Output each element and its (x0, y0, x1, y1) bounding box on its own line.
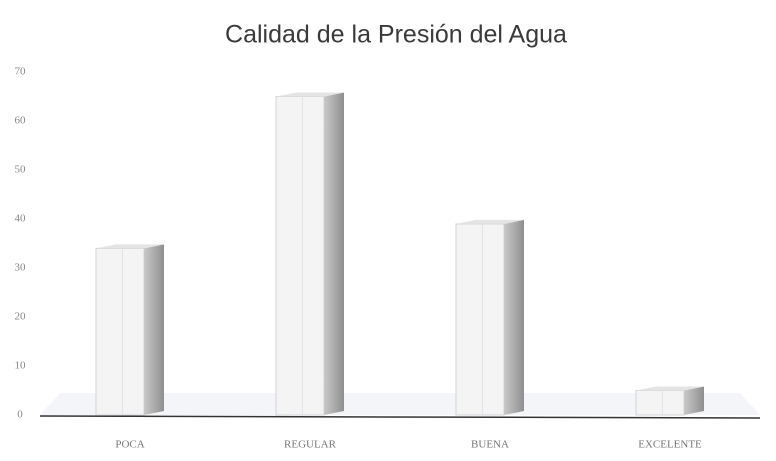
y-tick-label: 10 (15, 360, 27, 372)
floor (40, 393, 760, 415)
x-tick-label: BUENA (471, 439, 509, 451)
y-tick-label: 20 (15, 311, 27, 323)
bar (635, 390, 685, 416)
x-tick-label: REGULAR (284, 439, 337, 451)
bar (455, 223, 505, 416)
y-tick-label: 0 (17, 409, 23, 421)
y-tick-label: 30 (15, 262, 27, 274)
chart-title: Calidad de la Presión del Agua (225, 21, 567, 49)
x-tick-label: POCA (115, 439, 144, 451)
bar-top (456, 219, 524, 224)
y-tick-label: 40 (15, 213, 27, 225)
y-tick-label: 70 (15, 66, 27, 78)
y-tick-label: 50 (15, 164, 27, 176)
bar-top (96, 244, 164, 249)
x-tick-label: EXCELENTE (638, 439, 702, 451)
bar-side (684, 386, 704, 415)
bar-top (276, 92, 344, 97)
x-axis (39, 415, 761, 419)
bar (95, 247, 145, 416)
bar-side (504, 219, 524, 415)
bar (275, 96, 325, 416)
bar-side (144, 244, 164, 415)
y-tick-label: 60 (15, 115, 27, 127)
bar-top (636, 386, 704, 391)
bar-side (324, 92, 344, 415)
